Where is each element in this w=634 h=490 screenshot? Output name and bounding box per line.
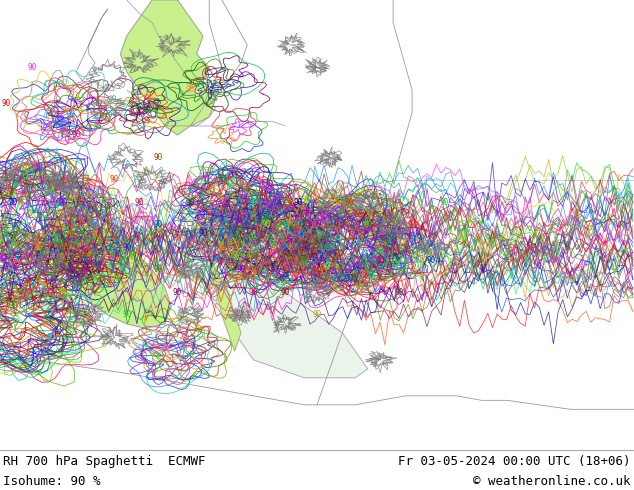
Text: 90: 90 bbox=[154, 153, 163, 162]
Text: 90: 90 bbox=[34, 243, 42, 252]
Text: 90: 90 bbox=[408, 220, 417, 229]
Text: 90: 90 bbox=[91, 274, 100, 283]
Text: 90: 90 bbox=[389, 198, 398, 207]
Text: 90: 90 bbox=[427, 256, 436, 266]
Text: 90: 90 bbox=[186, 85, 195, 95]
Text: 90: 90 bbox=[8, 301, 17, 310]
Polygon shape bbox=[152, 229, 368, 378]
Polygon shape bbox=[197, 234, 241, 351]
Polygon shape bbox=[51, 216, 171, 328]
Text: 90: 90 bbox=[313, 310, 321, 319]
Text: RH 700 hPa Spaghetti  ECMWF: RH 700 hPa Spaghetti ECMWF bbox=[3, 455, 205, 468]
Text: 90: 90 bbox=[344, 198, 353, 207]
Text: © weatheronline.co.uk: © weatheronline.co.uk bbox=[474, 475, 631, 488]
Text: 90: 90 bbox=[173, 288, 182, 297]
Text: 90: 90 bbox=[198, 229, 207, 239]
Text: Isohume: 90 %: Isohume: 90 % bbox=[3, 475, 101, 488]
Text: 90: 90 bbox=[154, 220, 163, 229]
Text: 90: 90 bbox=[281, 243, 290, 252]
Text: 90: 90 bbox=[363, 220, 372, 229]
Text: 90: 90 bbox=[154, 266, 163, 274]
Text: 90: 90 bbox=[59, 288, 68, 297]
Text: 90: 90 bbox=[344, 274, 353, 283]
Text: 90: 90 bbox=[439, 198, 448, 207]
Polygon shape bbox=[120, 0, 216, 135]
Text: 90: 90 bbox=[217, 175, 226, 184]
Text: 90: 90 bbox=[186, 198, 195, 207]
Text: 90: 90 bbox=[2, 99, 11, 108]
Text: 90: 90 bbox=[135, 198, 144, 207]
Text: 90: 90 bbox=[122, 310, 131, 319]
Text: Fr 03-05-2024 00:00 UTC (18+06): Fr 03-05-2024 00:00 UTC (18+06) bbox=[398, 455, 631, 468]
Text: 90: 90 bbox=[236, 266, 245, 274]
Text: 90: 90 bbox=[249, 288, 258, 297]
Text: 90: 90 bbox=[395, 288, 404, 297]
Text: 90: 90 bbox=[59, 198, 68, 207]
Text: 90: 90 bbox=[27, 63, 36, 72]
Text: 90: 90 bbox=[217, 243, 226, 252]
Text: 90: 90 bbox=[262, 220, 271, 229]
Text: 90: 90 bbox=[91, 220, 100, 229]
Text: 90: 90 bbox=[72, 130, 81, 140]
Text: 90: 90 bbox=[313, 220, 321, 229]
Text: 90: 90 bbox=[8, 198, 17, 207]
Text: 90: 90 bbox=[376, 256, 385, 266]
Text: 90: 90 bbox=[110, 175, 119, 184]
Text: 90: 90 bbox=[34, 162, 42, 171]
Text: 90: 90 bbox=[325, 243, 334, 252]
Text: 90: 90 bbox=[249, 198, 258, 207]
Text: 90: 90 bbox=[294, 198, 302, 207]
Text: 90: 90 bbox=[122, 243, 131, 252]
Text: 90: 90 bbox=[300, 256, 309, 266]
Text: 90: 90 bbox=[281, 288, 290, 297]
Text: 90: 90 bbox=[46, 333, 55, 342]
